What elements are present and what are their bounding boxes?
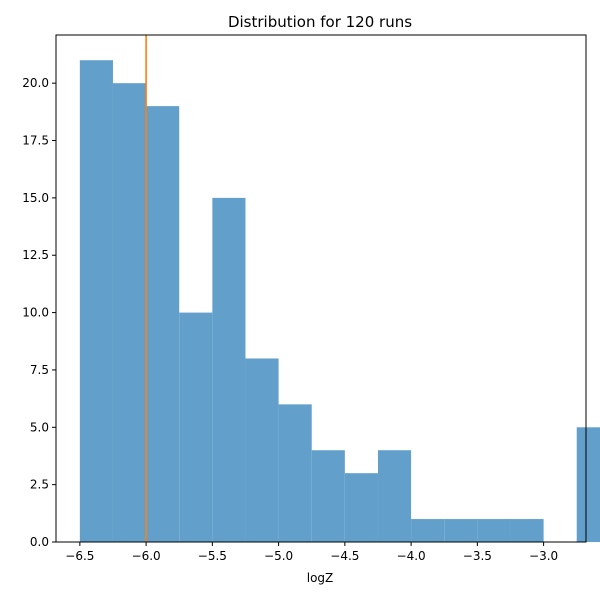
histogram-bar-10 bbox=[411, 519, 445, 542]
histogram-bar-1 bbox=[112, 83, 147, 543]
y-tick-label: 20.0 bbox=[22, 76, 49, 90]
histogram-bar-2 bbox=[146, 106, 180, 542]
y-tick-label: 7.5 bbox=[30, 363, 49, 377]
histogram-bar-8 bbox=[344, 473, 378, 542]
y-tick-label: 5.0 bbox=[30, 420, 49, 434]
histogram-bar-13 bbox=[510, 519, 544, 542]
x-axis-label: logZ bbox=[307, 571, 334, 585]
x-tick-label: −4.0 bbox=[397, 549, 426, 563]
histogram-bar-15 bbox=[576, 427, 600, 542]
x-tick-label: −5.0 bbox=[264, 549, 293, 563]
histogram-bars bbox=[79, 60, 600, 543]
plot-frame bbox=[55, 34, 587, 543]
histogram-bar-9 bbox=[377, 450, 412, 542]
x-tick-label: −6.5 bbox=[65, 549, 94, 563]
histogram-bar-12 bbox=[477, 519, 511, 542]
y-tick-label: 12.5 bbox=[22, 248, 49, 262]
y-tick-label: 0.0 bbox=[30, 535, 49, 549]
histogram-bar-6 bbox=[278, 404, 312, 542]
y-tick-label: 15.0 bbox=[22, 191, 49, 205]
histogram-bar-3 bbox=[179, 312, 213, 542]
x-tick-label: −3.0 bbox=[529, 549, 558, 563]
chart-title: Distribution for 120 runs bbox=[228, 13, 412, 31]
y-tick-label: 10.0 bbox=[22, 306, 49, 320]
y-tick-label: 17.5 bbox=[22, 134, 49, 148]
histogram-bar-11 bbox=[444, 519, 478, 542]
histogram-bar-4 bbox=[212, 197, 246, 542]
x-tick-label: −6.0 bbox=[132, 549, 161, 563]
x-tick-label: −5.5 bbox=[198, 549, 227, 563]
histogram-bar-7 bbox=[311, 450, 345, 542]
x-tick-label: −3.5 bbox=[463, 549, 492, 563]
histogram-bar-0 bbox=[79, 60, 113, 543]
y-tick-label: 2.5 bbox=[30, 478, 49, 492]
y-axis-ticks: 0.0 2.5 5.0 7.5 10.0 12.5 15.0 17.5 20.0 bbox=[22, 76, 56, 549]
x-axis-ticks: −6.5 −6.0 −5.5 −5.0 −4.5 −4.0 −3.5 −3.0 bbox=[65, 542, 558, 563]
x-tick-label: −4.5 bbox=[330, 549, 359, 563]
histogram-bar-5 bbox=[245, 358, 279, 542]
